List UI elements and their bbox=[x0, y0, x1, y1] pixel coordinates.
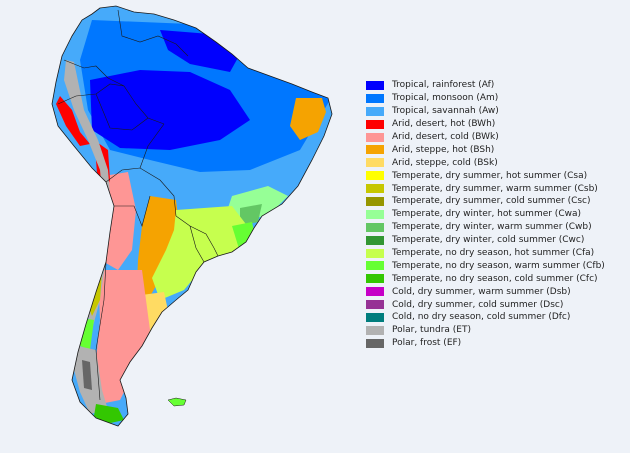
legend-item: Arid, steppe, cold (BSk) bbox=[366, 156, 605, 169]
legend-swatch bbox=[366, 248, 384, 258]
legend-item: Cold, dry summer, warm summer (Dsb) bbox=[366, 285, 605, 298]
legend-label: Tropical, rainforest (Af) bbox=[392, 80, 495, 91]
legend-swatch bbox=[366, 287, 384, 297]
climate-legend: Tropical, rainforest (Af) Tropical, monso… bbox=[366, 79, 605, 350]
legend-swatch bbox=[366, 171, 384, 181]
legend-label: Cold, no dry season, cold summer (Dfc) bbox=[392, 312, 571, 323]
zone-bwk-patagonia bbox=[96, 270, 150, 404]
legend-label: Temperate, dry winter, cold summer (Cwc) bbox=[392, 235, 585, 246]
legend-item: Polar, frost (EF) bbox=[366, 337, 605, 350]
legend-item: Cold, no dry season, cold summer (Dfc) bbox=[366, 311, 605, 324]
climate-zones bbox=[52, 6, 332, 426]
legend-swatch bbox=[366, 80, 384, 90]
legend-swatch bbox=[366, 132, 384, 142]
legend-swatch bbox=[366, 325, 384, 335]
legend-swatch bbox=[366, 312, 384, 322]
legend-item: Temperate, no dry season, warm summer (C… bbox=[366, 259, 605, 272]
legend-label: Temperate, dry summer, cold summer (Csc) bbox=[392, 196, 591, 207]
falkland-islands bbox=[167, 397, 187, 407]
zone-ef-south bbox=[82, 360, 92, 390]
legend-label: Temperate, no dry season, warm summer (C… bbox=[392, 260, 605, 271]
legend-item: Cold, dry summer, cold summer (Dsc) bbox=[366, 298, 605, 311]
legend-item: Tropical, savannah (Aw) bbox=[366, 105, 605, 118]
legend-swatch bbox=[366, 145, 384, 155]
legend-swatch bbox=[366, 300, 384, 310]
legend-swatch bbox=[366, 261, 384, 271]
legend-swatch bbox=[366, 235, 384, 245]
legend-swatch bbox=[366, 196, 384, 206]
legend-swatch bbox=[366, 158, 384, 168]
legend-label: Arid, steppe, cold (BSk) bbox=[392, 157, 498, 168]
legend-label: Cold, dry summer, cold summer (Dsc) bbox=[392, 299, 564, 310]
legend-item: Temperate, dry summer, cold summer (Csc) bbox=[366, 195, 605, 208]
legend-item: Tropical, monsoon (Am) bbox=[366, 92, 605, 105]
continent-outline bbox=[51, 5, 333, 427]
legend-item: Polar, tundra (ET) bbox=[366, 324, 605, 337]
legend-item: Temperate, dry winter, cold summer (Cwc) bbox=[366, 234, 605, 247]
south-america-climate-map bbox=[51, 5, 333, 427]
legend-item: Temperate, dry summer, hot summer (Csa) bbox=[366, 169, 605, 182]
zone-af-north bbox=[160, 30, 240, 72]
legend-label: Arid, desert, hot (BWh) bbox=[392, 119, 496, 130]
country-borders bbox=[57, 9, 219, 401]
legend-label: Temperate, dry winter, warm summer (Cwb) bbox=[392, 222, 592, 233]
legend-item: Temperate, dry winter, hot summer (Cwa) bbox=[366, 208, 605, 221]
legend-label: Temperate, dry winter, hot summer (Cwa) bbox=[392, 209, 581, 220]
legend-item: Arid, desert, cold (BWk) bbox=[366, 131, 605, 144]
legend-item: Temperate, dry winter, warm summer (Cwb) bbox=[366, 221, 605, 234]
legend-label: Arid, desert, cold (BWk) bbox=[392, 132, 499, 142]
legend-label: Temperate, no dry season, hot summer (Cf… bbox=[392, 248, 595, 259]
legend-item: Arid, steppe, hot (BSh) bbox=[366, 143, 605, 156]
legend-label: Cold, dry summer, warm summer (Dsb) bbox=[392, 286, 571, 297]
legend-label: Tropical, savannah (Aw) bbox=[392, 106, 499, 117]
legend-label: Polar, frost (EF) bbox=[392, 338, 462, 349]
legend-label: Temperate, dry summer, hot summer (Csa) bbox=[392, 170, 588, 181]
zone-bwk-andes bbox=[104, 172, 136, 270]
legend-swatch bbox=[366, 93, 384, 103]
legend-swatch bbox=[366, 184, 384, 194]
zone-cfc-tdf bbox=[94, 404, 124, 424]
legend-swatch bbox=[366, 338, 384, 348]
legend-item: Temperate, no dry season, hot summer (Cf… bbox=[366, 247, 605, 260]
legend-swatch bbox=[366, 274, 384, 284]
zone-bsh-ne bbox=[290, 98, 326, 140]
legend-swatch bbox=[366, 209, 384, 219]
legend-label: Arid, steppe, hot (BSh) bbox=[392, 144, 495, 155]
legend-item: Arid, desert, hot (BWh) bbox=[366, 118, 605, 131]
legend-swatch bbox=[366, 119, 384, 129]
legend-item: Temperate, dry summer, warm summer (Csb) bbox=[366, 182, 605, 195]
legend-item: Tropical, rainforest (Af) bbox=[366, 79, 605, 92]
zone-cfa bbox=[152, 206, 252, 300]
legend-label: Temperate, no dry season, cold summer (C… bbox=[392, 273, 598, 284]
legend-item: Temperate, no dry season, cold summer (C… bbox=[366, 272, 605, 285]
legend-label: Temperate, dry summer, warm summer (Csb) bbox=[392, 183, 598, 194]
legend-swatch bbox=[366, 222, 384, 232]
zone-bwh-peru bbox=[56, 96, 90, 146]
zone-cwb-se bbox=[240, 204, 262, 226]
zone-bsh-chaco bbox=[136, 196, 180, 306]
legend-label: Tropical, monsoon (Am) bbox=[392, 93, 499, 104]
legend-label: Polar, tundra (ET) bbox=[392, 325, 471, 336]
legend-swatch bbox=[366, 106, 384, 116]
